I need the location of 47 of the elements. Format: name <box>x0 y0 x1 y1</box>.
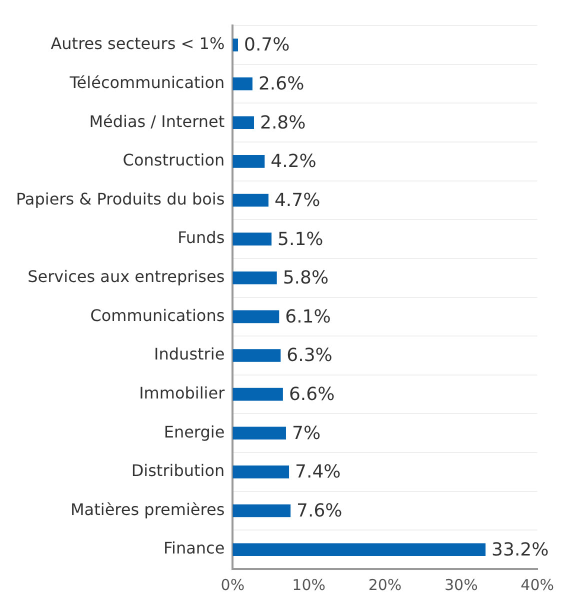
bar <box>232 349 281 362</box>
data-label: 0.7% <box>244 34 290 56</box>
y-tick-label: Autres secteurs < 1% <box>50 34 225 54</box>
bar <box>232 504 291 518</box>
bar <box>232 466 290 478</box>
y-tick-label: Médias / Internet <box>89 112 225 131</box>
bar <box>232 155 265 168</box>
x-tick-label: 0% <box>220 576 245 594</box>
bar <box>232 38 238 52</box>
data-label: 4.7% <box>274 190 320 211</box>
y-tick-label: Services aux entreprises <box>28 267 225 286</box>
bar <box>232 194 268 207</box>
y-tick-label: Finance <box>163 538 225 558</box>
data-label: 7.4% <box>295 462 341 483</box>
data-label: 6.6% <box>288 384 335 406</box>
bar <box>232 77 252 90</box>
data-label: 5.1% <box>278 228 324 250</box>
y-tick-label: Construction <box>122 150 225 170</box>
data-label: 2.6% <box>258 73 304 94</box>
data-label: 4.2% <box>270 151 316 172</box>
y-tick-label: Energie <box>164 422 225 442</box>
y-tick-label: Industrie <box>154 344 225 364</box>
y-tick-label: Télécommunication <box>68 72 225 92</box>
bar <box>232 116 254 130</box>
data-label: 2.8% <box>260 112 306 134</box>
bar <box>232 232 272 246</box>
y-tick-label: Distribution <box>131 461 225 480</box>
data-label: 7% <box>292 422 321 444</box>
bar <box>232 271 277 284</box>
bar <box>232 310 280 324</box>
bar <box>232 388 283 401</box>
x-tick-label: 30% <box>444 576 478 594</box>
bar <box>232 426 286 440</box>
x-tick-label: 20% <box>368 576 402 594</box>
y-tick-label: Funds <box>178 228 225 248</box>
data-label: 7.6% <box>296 500 342 522</box>
y-tick-label: Immobilier <box>139 383 226 402</box>
bar <box>232 543 486 556</box>
data-label: 6.1% <box>285 306 331 328</box>
x-tick-label: 40% <box>520 576 554 594</box>
y-tick-label: Communications <box>90 306 225 325</box>
y-tick-label: Papiers & Produits du bois <box>16 189 225 208</box>
x-tick-label: 10% <box>292 576 326 594</box>
data-label: 6.3% <box>286 345 332 366</box>
data-label: 5.8% <box>282 268 329 289</box>
y-tick-label: Matières premières <box>70 500 225 519</box>
data-label: 33.2% <box>492 539 549 560</box>
